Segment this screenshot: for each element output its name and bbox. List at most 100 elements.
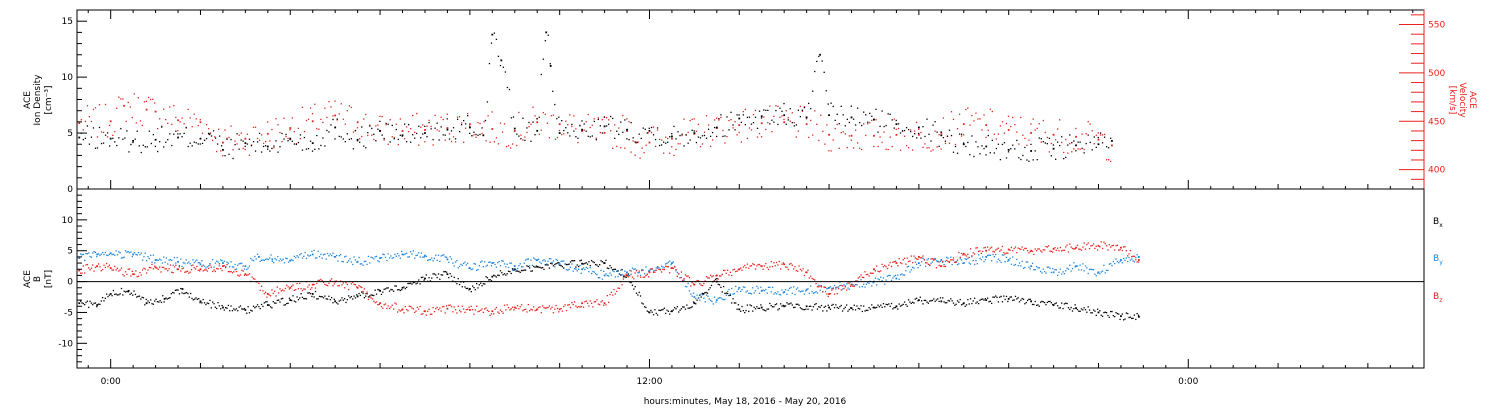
data-fill-point xyxy=(458,130,461,133)
data-fill-point xyxy=(744,311,746,314)
data-fill-point xyxy=(190,268,193,271)
data-fill-point xyxy=(812,134,814,136)
data-fill-point xyxy=(1135,259,1137,261)
data-fill-point xyxy=(947,299,949,302)
data-fill-point xyxy=(840,131,842,134)
data-fill-point xyxy=(840,304,842,307)
data-fill-point xyxy=(633,288,635,290)
data-fill-point xyxy=(138,145,140,147)
data-fill-point xyxy=(564,263,566,265)
data-fill-point xyxy=(160,259,162,261)
data-fill-point xyxy=(552,265,555,267)
data-fill-point xyxy=(161,266,164,269)
data-fill-point xyxy=(797,270,799,272)
data-point xyxy=(850,134,853,137)
data-fill-point xyxy=(141,124,144,127)
data-fill-point xyxy=(1109,160,1112,163)
data-fill-point xyxy=(359,263,362,265)
data-fill-point xyxy=(830,150,832,152)
data-fill-point xyxy=(1026,144,1028,146)
data-fill-point xyxy=(613,268,615,271)
data-fill-point xyxy=(401,289,403,291)
data-fill-point xyxy=(856,305,858,307)
data-fill-point xyxy=(90,136,93,138)
data-fill-point xyxy=(481,132,483,135)
data-fill-point xyxy=(94,147,97,149)
data-fill-point xyxy=(235,308,238,310)
data-fill-point xyxy=(821,60,823,62)
data-fill-point xyxy=(701,294,704,296)
data-fill-point xyxy=(470,290,472,293)
data-fill-point xyxy=(185,291,188,294)
data-fill-point xyxy=(1022,249,1025,251)
data-fill-point xyxy=(504,71,507,73)
data-fill-point xyxy=(608,275,610,277)
data-point xyxy=(424,132,426,134)
data-fill-point xyxy=(213,303,215,305)
data-fill-point xyxy=(838,147,840,149)
data-fill-point xyxy=(852,308,854,311)
data-fill-point xyxy=(454,138,457,140)
data-fill-point xyxy=(943,264,945,266)
data-fill-point xyxy=(973,120,975,122)
data-fill-point xyxy=(835,288,837,290)
data-fill-point xyxy=(1119,260,1121,262)
data-fill-point xyxy=(919,257,921,259)
data-fill-point xyxy=(880,276,882,278)
data-fill-point xyxy=(758,307,761,310)
data-fill-point xyxy=(135,270,137,272)
data-point xyxy=(917,299,920,302)
data-fill-point xyxy=(676,306,679,308)
data-fill-point xyxy=(1097,132,1099,134)
data-fill-point xyxy=(826,293,828,295)
data-point xyxy=(379,129,381,132)
data-fill-point xyxy=(1058,250,1060,252)
data-fill-point xyxy=(375,255,378,258)
data-fill-point xyxy=(845,289,848,291)
data-fill-point xyxy=(968,262,970,264)
data-fill-point xyxy=(135,253,137,256)
legend-bz-sub: z xyxy=(1439,297,1442,304)
data-fill-point xyxy=(445,256,448,258)
data-point xyxy=(1111,139,1113,142)
data-fill-point xyxy=(328,295,330,297)
data-fill-point xyxy=(682,306,684,308)
data-fill-point xyxy=(356,140,359,142)
data-fill-point xyxy=(926,147,928,149)
data-fill-point xyxy=(474,309,476,311)
data-fill-point xyxy=(267,148,269,150)
data-fill-point xyxy=(662,268,664,271)
data-fill-point xyxy=(752,287,754,289)
data-fill-point xyxy=(80,119,82,121)
data-fill-point xyxy=(679,309,681,311)
data-fill-point xyxy=(187,292,189,295)
data-fill-point xyxy=(1129,249,1132,252)
data-fill-point xyxy=(842,131,844,133)
data-fill-point xyxy=(531,309,533,311)
data-fill-point xyxy=(211,270,214,273)
data-fill-point xyxy=(196,298,199,301)
data-fill-point xyxy=(159,141,161,143)
data-fill-point xyxy=(128,151,130,153)
data-fill-point xyxy=(829,293,832,295)
data-fill-point xyxy=(756,136,759,138)
data-fill-point xyxy=(159,266,161,268)
data-fill-point xyxy=(252,126,255,128)
data-fill-point xyxy=(560,265,562,267)
data-fill-point xyxy=(1091,268,1093,271)
data-fill-point xyxy=(1041,272,1043,274)
data-fill-point xyxy=(501,260,503,262)
data-point xyxy=(132,139,135,142)
data-fill-point xyxy=(342,138,344,140)
data-fill-point xyxy=(935,260,938,262)
data-fill-point xyxy=(818,139,820,142)
data-fill-point xyxy=(453,306,455,308)
data-fill-point xyxy=(390,288,392,291)
data-fill-point xyxy=(154,300,156,302)
data-fill-point xyxy=(103,300,105,302)
data-fill-point xyxy=(392,308,395,310)
data-fill-point xyxy=(786,302,788,304)
data-fill-point xyxy=(973,155,975,158)
data-fill-point xyxy=(493,313,495,315)
data-fill-point xyxy=(754,308,757,310)
